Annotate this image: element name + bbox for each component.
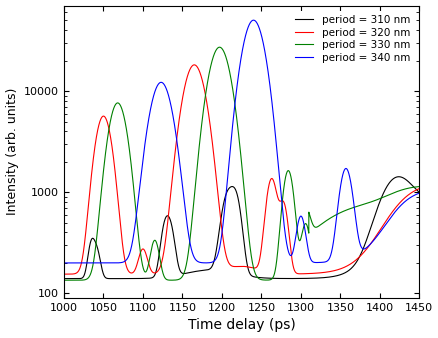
period = 330 nm: [286, 171, 292, 175]
period = 310 nm: [271, 276, 276, 281]
period = 340 nm: [61, 261, 67, 265]
period = 310 nm: [286, 276, 292, 281]
period = 340 nm: [286, 253, 292, 257]
period = 330 nm: [79, 278, 84, 282]
period = 330 nm: [324, 218, 329, 222]
Line: period = 310 nm: period = 310 nm: [64, 177, 418, 279]
period = 330 nm: [343, 208, 348, 212]
period = 340 nm: [190, 251, 195, 256]
period = 310 nm: [61, 276, 67, 281]
period = 340 nm: [79, 261, 84, 265]
period = 310 nm: [416, 191, 421, 195]
Legend: period = 310 nm, period = 320 nm, period = 330 nm, period = 340 nm: period = 310 nm, period = 320 nm, period…: [290, 11, 413, 67]
period = 330 nm: [190, 212, 195, 216]
period = 340 nm: [324, 259, 329, 263]
period = 320 nm: [79, 259, 84, 263]
period = 330 nm: [271, 272, 276, 276]
period = 330 nm: [416, 185, 421, 189]
period = 310 nm: [324, 275, 329, 279]
Y-axis label: Intensity (arb. units): Intensity (arb. units): [6, 88, 18, 216]
period = 310 nm: [190, 270, 195, 274]
period = 340 nm: [271, 122, 276, 126]
period = 320 nm: [416, 187, 421, 191]
period = 340 nm: [250, 18, 255, 22]
period = 310 nm: [79, 276, 84, 280]
period = 330 nm: [61, 278, 67, 282]
period = 320 nm: [324, 270, 329, 274]
period = 320 nm: [191, 63, 197, 67]
period = 310 nm: [343, 270, 348, 274]
period = 320 nm: [61, 272, 67, 276]
period = 310 nm: [395, 175, 400, 179]
period = 340 nm: [416, 191, 421, 195]
period = 320 nm: [190, 64, 195, 68]
period = 330 nm: [216, 45, 222, 49]
period = 320 nm: [343, 264, 348, 268]
period = 320 nm: [286, 239, 292, 243]
Line: period = 320 nm: period = 320 nm: [64, 65, 418, 274]
X-axis label: Time delay (ps): Time delay (ps): [187, 318, 295, 333]
Line: period = 340 nm: period = 340 nm: [64, 20, 418, 263]
period = 340 nm: [343, 167, 348, 171]
Line: period = 330 nm: period = 330 nm: [64, 47, 418, 280]
period = 320 nm: [271, 181, 276, 185]
